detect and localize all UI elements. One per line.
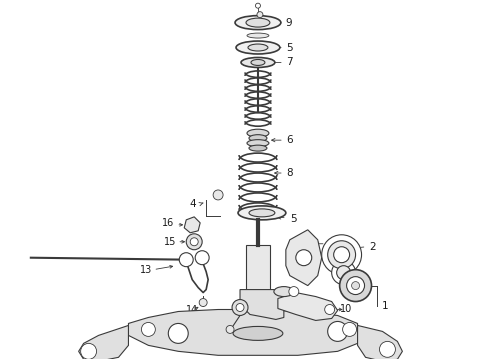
Ellipse shape <box>249 145 267 151</box>
Circle shape <box>179 253 193 267</box>
Circle shape <box>325 305 335 315</box>
Ellipse shape <box>241 58 275 67</box>
Ellipse shape <box>247 129 269 137</box>
Text: 16: 16 <box>162 218 174 228</box>
Circle shape <box>328 241 356 269</box>
Circle shape <box>186 234 202 250</box>
Polygon shape <box>78 325 128 360</box>
Circle shape <box>334 247 349 263</box>
Circle shape <box>213 190 223 200</box>
Circle shape <box>337 266 350 280</box>
Polygon shape <box>278 293 338 320</box>
Ellipse shape <box>235 15 281 30</box>
Circle shape <box>340 270 371 302</box>
Ellipse shape <box>236 41 280 54</box>
Text: 3: 3 <box>330 239 336 249</box>
Ellipse shape <box>238 206 286 220</box>
Circle shape <box>255 3 261 8</box>
Circle shape <box>190 238 198 246</box>
Text: 15: 15 <box>164 237 177 247</box>
Circle shape <box>81 343 97 359</box>
Circle shape <box>199 298 207 306</box>
Circle shape <box>257 12 263 18</box>
Circle shape <box>328 321 347 341</box>
Circle shape <box>168 323 188 343</box>
Polygon shape <box>128 310 358 355</box>
Circle shape <box>346 276 365 294</box>
Polygon shape <box>286 230 322 285</box>
Text: 9: 9 <box>286 18 293 28</box>
Text: 11: 11 <box>256 287 268 297</box>
Circle shape <box>195 251 209 265</box>
Text: 8: 8 <box>286 168 293 178</box>
Ellipse shape <box>246 18 270 27</box>
Text: 7: 7 <box>286 58 293 67</box>
Circle shape <box>352 282 360 289</box>
Circle shape <box>379 341 395 357</box>
Polygon shape <box>240 289 284 319</box>
Text: 14: 14 <box>186 306 198 315</box>
Ellipse shape <box>247 33 269 38</box>
Ellipse shape <box>274 287 294 297</box>
Ellipse shape <box>233 327 283 340</box>
Circle shape <box>322 235 362 275</box>
Circle shape <box>296 250 312 266</box>
Circle shape <box>226 325 234 333</box>
Circle shape <box>343 323 357 336</box>
Ellipse shape <box>251 59 265 66</box>
Circle shape <box>232 300 248 315</box>
Circle shape <box>236 303 244 311</box>
Polygon shape <box>246 245 270 289</box>
Ellipse shape <box>248 44 268 51</box>
Text: 4: 4 <box>190 199 196 209</box>
Text: 2: 2 <box>369 242 376 252</box>
Polygon shape <box>358 325 402 360</box>
Polygon shape <box>184 217 200 233</box>
Text: 5: 5 <box>286 42 293 53</box>
Ellipse shape <box>247 140 269 147</box>
Text: 1: 1 <box>382 301 388 311</box>
Circle shape <box>332 261 356 285</box>
Ellipse shape <box>249 209 275 217</box>
Text: 13: 13 <box>141 265 153 275</box>
Text: 5: 5 <box>290 214 296 224</box>
Text: 10: 10 <box>340 305 352 315</box>
Text: 6: 6 <box>286 135 293 145</box>
Text: 12: 12 <box>226 330 238 341</box>
Ellipse shape <box>249 135 267 141</box>
Circle shape <box>142 323 155 336</box>
Circle shape <box>289 287 299 297</box>
